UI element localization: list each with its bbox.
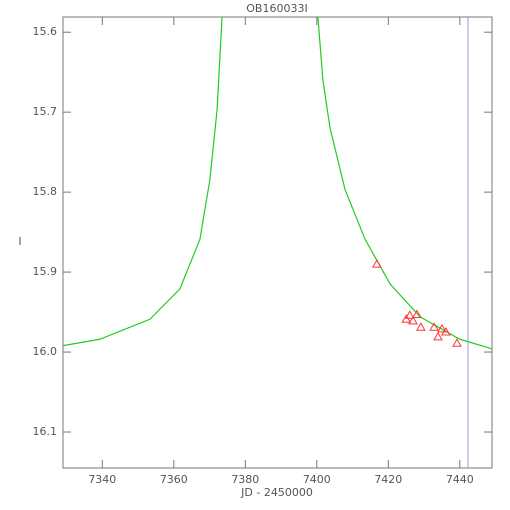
x-tick-label: 7420 [374,473,402,486]
data-point [437,323,447,333]
data-point [412,309,422,318]
data-point [408,315,418,325]
plot-frame [62,16,493,469]
data-point [415,322,426,331]
data-point [441,327,451,336]
y-tick-label: 16.0 [33,345,58,358]
data-point [429,322,439,331]
x-tick-label: 7400 [303,473,331,486]
y-tick-label: 15.7 [33,105,58,118]
model-curve [63,17,492,350]
x-axis-label: JD - 2450000 [240,486,313,499]
x-tick-label: 7380 [231,473,259,486]
chart-title: OB160033I [246,2,307,15]
x-tick-label: 7440 [446,473,474,486]
y-tick-label: 15.9 [33,265,58,278]
y-tick-label: 16.1 [33,425,58,438]
plot-area [63,17,492,468]
x-tick-label: 7340 [88,473,116,486]
data-point [452,338,462,347]
data-point [433,331,443,341]
y-tick-label: 15.6 [33,25,58,38]
y-tick-label: 15.8 [33,185,58,198]
x-tick-label: 7360 [160,473,188,486]
data-point [372,259,382,268]
data-point [404,310,415,319]
y-axis-label: I [18,235,21,248]
